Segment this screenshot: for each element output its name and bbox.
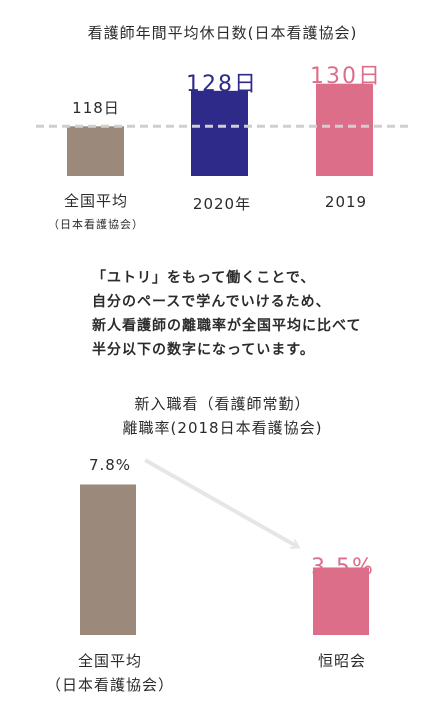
chart2-title-line2: 離職率(2018日本看護協会) [122, 419, 323, 437]
trend-arrow [144, 458, 298, 547]
paragraph-line: 自分のペースで学んでいけるため、 [92, 294, 331, 310]
chart2-title-line1: 新入職看（看護師常勤） [134, 395, 311, 413]
chart1-label-2019: 2019 [324, 193, 368, 211]
chart2-bar-national [80, 484, 136, 635]
paragraph-line: 半分以下の数字になっています。 [92, 342, 315, 358]
chart2-bar-kosho [313, 567, 369, 635]
chart2-label-national: 全国平均 [77, 652, 142, 670]
chart1-value-national: 118日 [72, 99, 120, 117]
chart1-bar-2019 [316, 83, 373, 176]
chart1-value-2020: 128日 [186, 72, 258, 97]
paragraph-line: 新人看護師の離職率が全国平均に比べて [92, 318, 362, 334]
chart2-title: 新入職看（看護師常勤） 離職率(2018日本看護協会) [0, 392, 445, 440]
chart1-bar-2020 [191, 90, 248, 176]
chart2-sublabel-national: （日本看護協会） [45, 676, 174, 694]
chart2-value-kosho: 3.5% [311, 555, 375, 580]
chart1-sublabel-national: （日本看護協会） [48, 218, 144, 231]
chart2-value-national: 7.8% [88, 456, 132, 474]
chart1-bar-national [67, 126, 124, 176]
paragraph-line: 「ユトリ」をもって働くことで、 [92, 270, 316, 286]
chart2-label-kosho: 恒昭会 [317, 652, 366, 670]
chart1-label-national: 全国平均 [63, 192, 128, 210]
chart1-title: 看護師年間平均休日数(日本看護協会) [87, 24, 358, 42]
chart1-value-2019: 130日 [310, 64, 382, 89]
chart1-label-2020: 2020年 [192, 195, 252, 213]
description-paragraph: 「ユトリ」をもって働くことで、 自分のペースで学んでいけるため、 新人看護師の離… [92, 266, 422, 362]
